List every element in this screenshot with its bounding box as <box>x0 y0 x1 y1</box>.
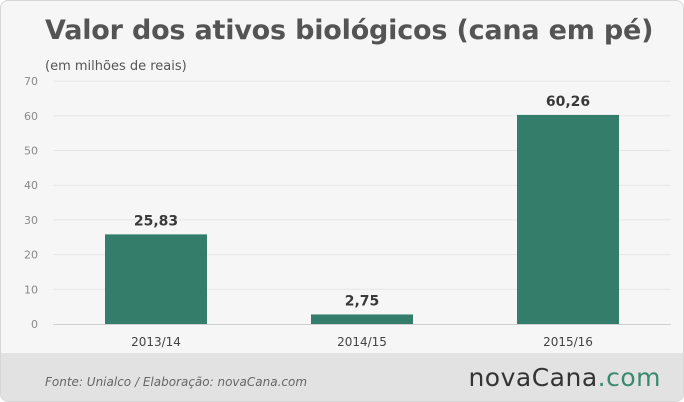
bar <box>311 314 413 324</box>
footer: Fonte: Unialco / Elaboração: novaCana.co… <box>1 353 683 401</box>
y-tick-label: 20 <box>24 249 38 262</box>
data-label: 2,75 <box>345 293 380 309</box>
data-label: 25,83 <box>134 213 178 229</box>
x-tick-label: 2015/16 <box>543 335 593 349</box>
logo-part-com: .com <box>597 363 661 392</box>
bar <box>105 234 207 324</box>
y-tick-label: 60 <box>24 110 38 123</box>
brand-logo: novaCana.com <box>468 363 661 392</box>
x-tick-label: 2014/15 <box>337 335 387 349</box>
bar-chart: 0 10 20 30 40 50 60 70 25,83 2013/14 2,75 2014/15 60… <box>24 75 671 349</box>
y-tick-label: 40 <box>24 179 38 192</box>
bar <box>517 114 619 324</box>
chart-title: Valor dos ativos biológicos (cana em pé) <box>45 15 654 46</box>
x-tick-label: 2013/14 <box>131 335 181 349</box>
logo-part-nova: nova <box>468 363 532 392</box>
chart-subtitle: (em milhões de reais) <box>45 59 187 74</box>
y-tick-label: 50 <box>24 145 38 158</box>
source-note: Fonte: Unialco / Elaboração: novaCana.co… <box>45 375 308 389</box>
y-tick-label: 30 <box>24 214 38 227</box>
data-label: 60,26 <box>546 94 590 110</box>
y-tick-label: 10 <box>24 283 38 296</box>
y-tick-label: 70 <box>24 75 38 88</box>
y-tick-label: 0 <box>31 318 38 331</box>
logo-part-cana: Cana <box>531 363 598 392</box>
